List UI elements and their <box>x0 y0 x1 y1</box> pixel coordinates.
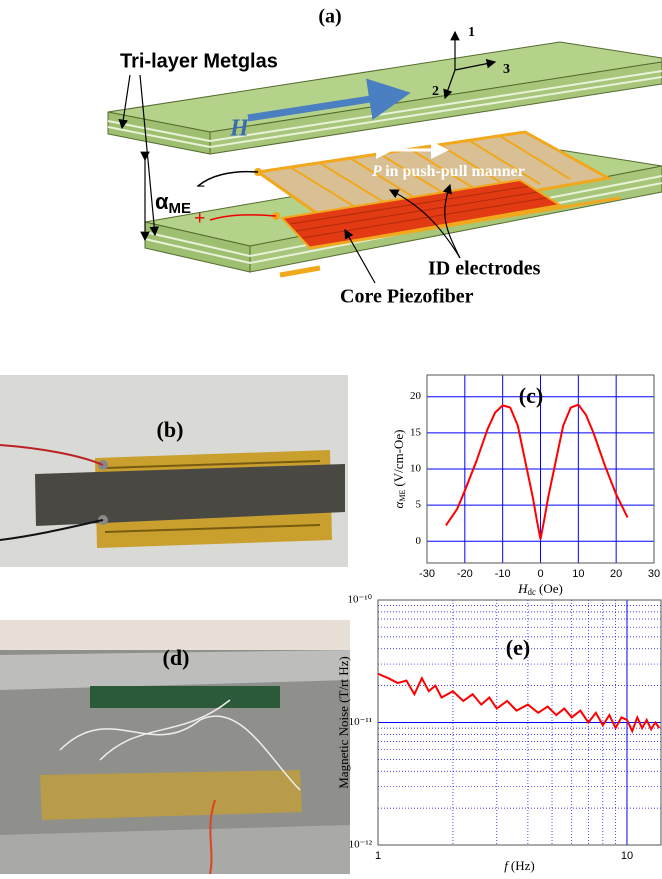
x-label-symbol: H <box>517 581 528 596</box>
y-tick-label: 15 <box>410 426 422 438</box>
panel-label: (a) <box>318 6 341 28</box>
x-tick-label: 10 <box>621 850 633 862</box>
x-tick-label: -20 <box>457 568 473 580</box>
minus-sign: − <box>196 179 205 196</box>
panel-label: (b) <box>157 417 184 442</box>
x-label-unit: (Hz) <box>511 858 535 873</box>
core-label: Core Piezofiber <box>340 286 474 308</box>
x-axis-label: f(Hz) <box>504 858 534 873</box>
x-tick-label: 0 <box>537 568 543 580</box>
layers-label: Tri-layer Metglas <box>120 50 278 72</box>
x-tick-label: 20 <box>610 568 622 580</box>
x-label-subscript: dc <box>528 587 537 597</box>
y-label-unit: (V/cm-Oe) <box>391 430 406 487</box>
x-tick-label: -10 <box>495 568 511 580</box>
y-axis-label: Magnetic Noise (T/rt Hz) <box>336 656 351 788</box>
x-label-symbol: f <box>504 858 510 873</box>
electrode-tab <box>280 268 320 275</box>
photo-d: (d) <box>0 620 350 874</box>
y-tick-label: 10⁻¹¹ <box>349 716 372 728</box>
x-tick-label: 1 <box>375 850 381 862</box>
y-tick-label: 10⁻¹² <box>349 839 373 851</box>
axis-label: 3 <box>503 62 510 77</box>
x-tick-label: 10 <box>572 568 584 580</box>
panel-label: (e) <box>506 635 530 660</box>
x-tick-label: -30 <box>419 568 435 580</box>
x-axis-label: Hdc(Oe) <box>517 581 563 597</box>
x-tick-label: 30 <box>648 568 660 580</box>
alpha-subscript: ME <box>169 200 192 217</box>
polarization-symbol: P <box>371 163 382 180</box>
y-label-subscript: ME <box>398 489 407 501</box>
circuit-board <box>90 686 280 708</box>
sensor <box>40 770 302 820</box>
polarization-text: in push-pull manner <box>385 163 525 180</box>
field-label: H <box>229 116 250 142</box>
chart: 1 10 10⁻¹² 10⁻¹¹ 10⁻¹⁰ (e) f(Hz) Magnetic Noise… <box>336 594 661 873</box>
pointer <box>140 75 155 235</box>
photo-b: (b) <box>0 375 348 567</box>
y-tick-label: 5 <box>416 499 422 511</box>
diagram: (a) Tri-layer Metglas H 1 3 2 αME − + P … <box>108 6 662 308</box>
y-tick-label: 10⁻¹⁰ <box>347 594 372 606</box>
figure: (a) Tri-layer Metglas H 1 3 2 αME − + P … <box>0 0 662 874</box>
panel-label: (c) <box>519 383 543 408</box>
axis-label: 1 <box>468 25 475 40</box>
alpha-symbol: α <box>155 189 169 214</box>
polarization-label: P in push-pull manner <box>371 163 525 180</box>
y-tick-label: 0 <box>416 535 422 547</box>
wire <box>198 172 258 186</box>
x-label-unit: (Oe) <box>539 581 563 596</box>
y-axis-label: αME(V/cm-Oe) <box>391 430 407 509</box>
y-tick-label: 10 <box>410 463 422 475</box>
electrodes-label: ID electrodes <box>428 258 541 280</box>
axis-label: 2 <box>432 84 439 99</box>
y-tick-label: 20 <box>410 390 422 402</box>
panel-label: (d) <box>163 645 190 670</box>
alpha-label: αME <box>155 189 191 217</box>
plus-sign: + <box>194 208 205 230</box>
